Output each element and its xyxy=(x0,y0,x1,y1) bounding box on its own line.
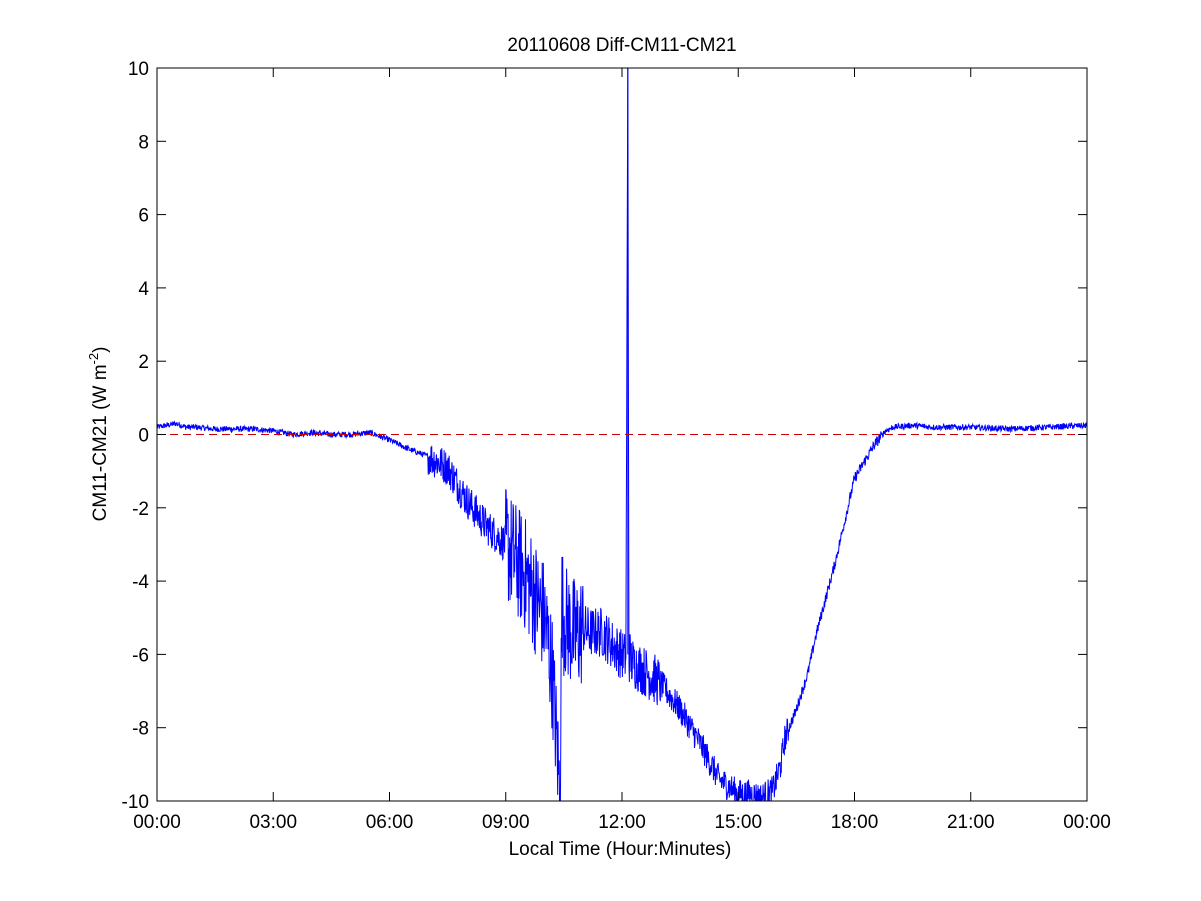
y-axis-label: CM11-CM21 (W m-2) xyxy=(86,347,111,522)
y-axis-label-close: ) xyxy=(90,347,111,353)
y-tick-label: 0 xyxy=(138,426,149,447)
y-tick-label: -4 xyxy=(132,572,149,593)
x-tick-label: 21:00 xyxy=(947,812,995,833)
x-tick-label: 18:00 xyxy=(831,812,879,833)
x-axis-label: Local Time (Hour:Minutes) xyxy=(509,839,732,860)
x-tick-label: 00:00 xyxy=(1063,812,1111,833)
x-tick-label: 15:00 xyxy=(714,812,762,833)
y-tick-label: -8 xyxy=(132,719,149,740)
x-tick-label: 03:00 xyxy=(249,812,297,833)
y-axis-label-superscript: -2 xyxy=(86,353,101,365)
chart-title: 20110608 Diff-CM11-CM21 xyxy=(507,35,736,56)
y-tick-label: -6 xyxy=(132,645,149,666)
x-tick-label: 12:00 xyxy=(598,812,646,833)
y-tick-label: 2 xyxy=(138,352,149,373)
y-tick-label: -2 xyxy=(132,499,149,520)
y-axis-label-main: CM11-CM21 (W m xyxy=(90,364,111,521)
x-tick-label: 06:00 xyxy=(366,812,414,833)
x-tick-label: 09:00 xyxy=(482,812,530,833)
y-tick-label: 4 xyxy=(138,279,149,300)
x-tick-label: 00:00 xyxy=(133,812,181,833)
y-tick-label: 6 xyxy=(138,206,149,227)
y-tick-label: -10 xyxy=(122,792,149,813)
y-tick-label: 10 xyxy=(128,59,149,80)
y-tick-label: 8 xyxy=(138,132,149,153)
series-line xyxy=(157,68,1087,801)
plot-frame xyxy=(156,67,1088,802)
